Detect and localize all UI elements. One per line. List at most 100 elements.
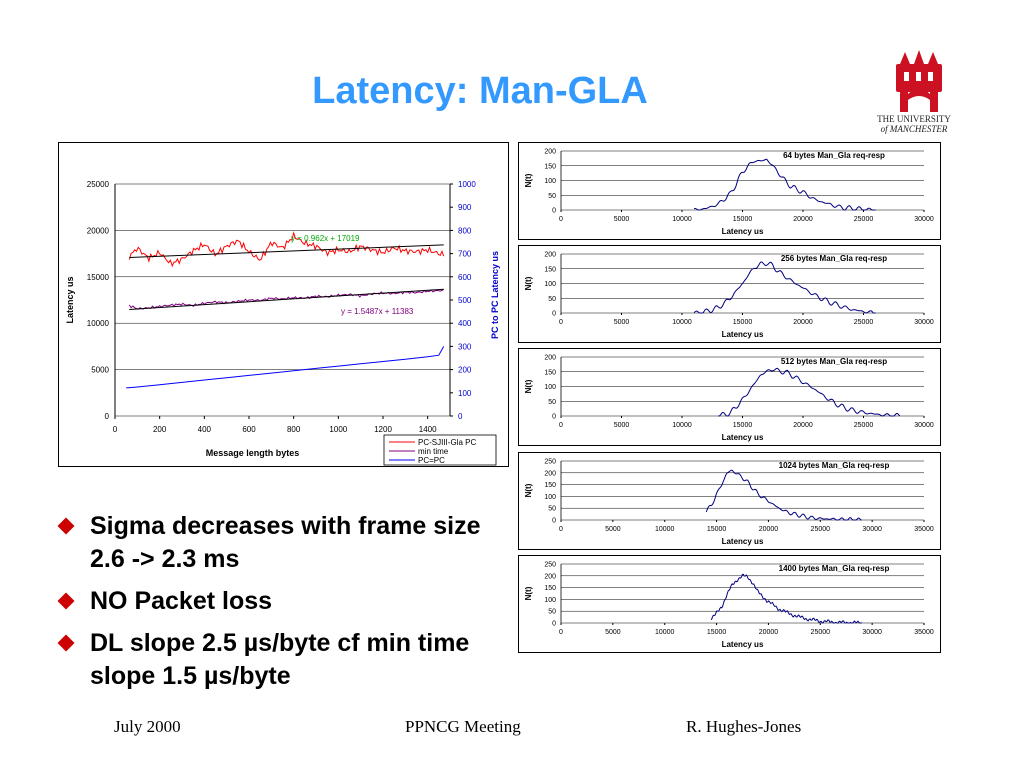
x-tick-label: 1200 bbox=[374, 425, 392, 434]
bullet-text: Sigma decreases with frame size 2.6 -> 2… bbox=[90, 512, 481, 573]
diamond-bullet-icon bbox=[57, 592, 75, 610]
bullet-item: NO Packet loss bbox=[56, 585, 496, 618]
y-tick-label: 50 bbox=[548, 193, 556, 200]
x-tick-label: 25000 bbox=[854, 319, 874, 326]
x-tick-label: 20000 bbox=[759, 629, 779, 636]
x-tick-label: 15000 bbox=[733, 216, 753, 223]
y-tick-label: 100 bbox=[544, 384, 556, 391]
x-tick-label: 20000 bbox=[759, 526, 779, 533]
y-tick-label: 0 bbox=[552, 518, 556, 525]
bullet-item: DL slope 2.5 µs/byte cf min time slope 1… bbox=[56, 627, 496, 693]
histogram-line bbox=[705, 469, 862, 521]
x-tick-label: 5000 bbox=[614, 319, 630, 326]
histogram-title: 1400 bytes Man_Gla req-resp bbox=[779, 564, 890, 573]
y2-tick-label: 1000 bbox=[458, 180, 476, 189]
footer-event: PPNCG Meeting bbox=[405, 717, 521, 736]
bullet-list: Sigma decreases with frame size 2.6 -> 2… bbox=[56, 510, 496, 702]
series-line bbox=[126, 346, 445, 389]
x-tick-label: 30000 bbox=[862, 629, 882, 636]
trend-equation-1: y = 0.962x + 17019 bbox=[291, 234, 360, 243]
y-axis-label: N(t) bbox=[524, 586, 533, 600]
x-tick-label: 5000 bbox=[614, 216, 630, 223]
x-tick-label: 0 bbox=[559, 319, 563, 326]
bullet-text: NO Packet loss bbox=[90, 587, 273, 615]
x-tick-label: 15000 bbox=[707, 526, 727, 533]
x-tick-label: 25000 bbox=[854, 422, 874, 429]
histogram-line bbox=[710, 573, 862, 624]
histogram-1024: 0 50 100 150 200 250 0 5000 10000 15000 20000 25000… bbox=[518, 452, 941, 550]
y-tick-label: 5000 bbox=[91, 366, 109, 375]
x-tick-label: 20000 bbox=[793, 422, 813, 429]
x-tick-label: 600 bbox=[242, 425, 256, 434]
y-tick-label: 0 bbox=[105, 412, 110, 421]
x-tick-label: 10000 bbox=[655, 629, 675, 636]
x-tick-label: 30000 bbox=[914, 319, 934, 326]
histogram-1024-svg: 0 50 100 150 200 250 0 5000 10000 15000 20000 25000… bbox=[524, 459, 934, 547]
x-tick-label: 0 bbox=[113, 425, 118, 434]
y-axis-label: N(t) bbox=[524, 379, 533, 393]
y-tick-label: 200 bbox=[544, 573, 556, 580]
x-tick-label: 1000 bbox=[329, 425, 347, 434]
series-line bbox=[128, 231, 445, 268]
y-axis-label: Latency us bbox=[65, 276, 75, 323]
histogram-title: 256 bytes Man_Gla req-resp bbox=[781, 254, 887, 263]
y2-axis-label: PC to PC Latency us bbox=[490, 251, 500, 339]
y-tick-label: 0 bbox=[552, 621, 556, 628]
y-tick-label: 150 bbox=[544, 482, 556, 489]
x-tick-label: 25000 bbox=[811, 526, 831, 533]
x-tick-label: 0 bbox=[559, 216, 563, 223]
histogram-1400: 0 50 100 150 200 250 0 5000 10000 15000 20000 25000… bbox=[518, 555, 941, 653]
bullet-item: Sigma decreases with frame size 2.6 -> 2… bbox=[56, 510, 496, 576]
y-axis-label: N(t) bbox=[524, 173, 533, 187]
main-latency-chart: 0 5000 10000 15000 20000 25000 0 200 400 600 800 10… bbox=[58, 142, 509, 467]
logo-line-2: of MANCHESTER bbox=[880, 124, 948, 134]
y-tick-label: 200 bbox=[544, 470, 556, 477]
footer-date: July 2000 bbox=[114, 717, 181, 736]
diamond-bullet-icon bbox=[57, 634, 75, 652]
bullet-text: DL slope 2.5 µs/byte cf min time slope 1… bbox=[90, 629, 470, 690]
legend-label: PC-SJIII-Gla PC bbox=[418, 438, 476, 447]
x-tick-label: 200 bbox=[153, 425, 167, 434]
x-tick-label: 10000 bbox=[672, 216, 692, 223]
y2-tick-label: 200 bbox=[458, 366, 472, 375]
x-tick-label: 400 bbox=[198, 425, 212, 434]
x-axis-label: Latency us bbox=[722, 330, 764, 339]
y-tick-label: 150 bbox=[544, 585, 556, 592]
y-tick-label: 10000 bbox=[87, 319, 110, 328]
y-tick-label: 25000 bbox=[87, 180, 110, 189]
diamond-bullet-icon bbox=[57, 517, 75, 535]
x-tick-label: 25000 bbox=[811, 629, 831, 636]
y-tick-label: 0 bbox=[552, 311, 556, 318]
trend-line bbox=[129, 244, 444, 258]
trend-equation-2: y = 1.5487x + 11383 bbox=[341, 307, 414, 316]
y-tick-label: 0 bbox=[552, 414, 556, 421]
y-tick-label: 50 bbox=[548, 399, 556, 406]
y-tick-label: 250 bbox=[544, 562, 556, 569]
y-tick-label: 150 bbox=[544, 369, 556, 376]
x-tick-label: 30000 bbox=[914, 422, 934, 429]
x-tick-label: 5000 bbox=[605, 526, 621, 533]
y-tick-label: 100 bbox=[544, 494, 556, 501]
y-tick-label: 200 bbox=[544, 252, 556, 259]
x-tick-label: 15000 bbox=[707, 629, 727, 636]
histogram-256-svg: 0 50 100 150 200 0 5000 10000 15000 20000 25000 300… bbox=[524, 252, 934, 340]
x-tick-label: 20000 bbox=[793, 216, 813, 223]
x-axis-label: Latency us bbox=[722, 227, 764, 236]
university-crest-icon bbox=[896, 50, 942, 112]
x-tick-label: 5000 bbox=[614, 422, 630, 429]
x-tick-label: 10000 bbox=[672, 319, 692, 326]
x-tick-label: 0 bbox=[559, 422, 563, 429]
y2-tick-label: 500 bbox=[458, 296, 472, 305]
y-tick-label: 100 bbox=[544, 281, 556, 288]
x-tick-label: 30000 bbox=[914, 216, 934, 223]
histogram-512-svg: 0 50 100 150 200 0 5000 10000 15000 20000 25000 300… bbox=[524, 355, 934, 443]
histogram-title: 64 bytes Man_Gla req-resp bbox=[783, 151, 885, 160]
legend-label: PC=PC bbox=[418, 456, 445, 465]
y-tick-label: 150 bbox=[544, 163, 556, 170]
y2-tick-label: 900 bbox=[458, 203, 472, 212]
y-tick-label: 200 bbox=[544, 149, 556, 156]
histogram-line bbox=[693, 261, 876, 314]
x-axis-label: Latency us bbox=[722, 640, 764, 649]
y-axis-label: N(t) bbox=[524, 276, 533, 290]
